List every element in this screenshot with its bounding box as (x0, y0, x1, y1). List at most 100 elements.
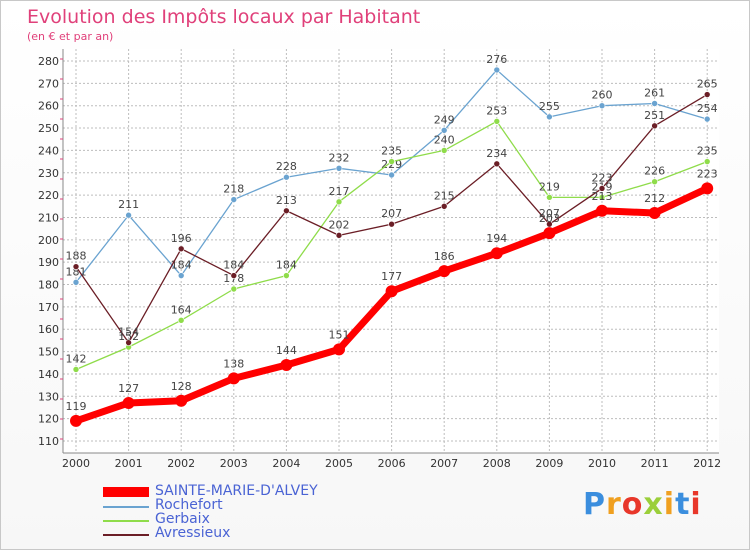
data-label: 212 (644, 192, 665, 205)
data-point (122, 397, 135, 409)
data-label: 119 (66, 400, 87, 413)
legend-label: Gerbaix (155, 511, 210, 527)
x-tick-label: 2010 (588, 457, 616, 470)
logo-letter: x (643, 487, 664, 522)
data-point (70, 414, 82, 427)
data-point (388, 158, 395, 165)
data-point (546, 113, 553, 121)
data-label: 202 (329, 218, 350, 231)
data-point (175, 394, 188, 407)
data-point (280, 359, 293, 371)
data-label: 232 (329, 151, 350, 164)
data-point (230, 196, 238, 203)
y-tick-label: 190 (38, 256, 59, 269)
logo-letter: i (663, 487, 676, 522)
x-tick-label: 2008 (483, 457, 511, 470)
data-point (388, 171, 395, 179)
data-label: 251 (644, 109, 665, 122)
data-point (177, 245, 185, 253)
data-label: 255 (539, 100, 560, 113)
data-label: 219 (539, 180, 560, 193)
data-label: 144 (276, 344, 297, 357)
x-tick-label: 2001 (115, 457, 143, 470)
x-tick-label: 2005 (325, 457, 353, 470)
y-tick-label: 220 (38, 189, 59, 202)
data-point (227, 372, 240, 385)
data-label: 207 (539, 207, 560, 220)
x-tick-label: 2000 (62, 457, 90, 470)
x-tick-label: 2011 (641, 457, 669, 470)
data-point (72, 263, 80, 270)
logo-letter: P (583, 487, 606, 522)
chart-title: Evolution des Impôts locaux par Habitant (27, 6, 421, 28)
data-label: 260 (592, 89, 613, 102)
y-tick-label: 280 (38, 55, 59, 68)
data-point (125, 211, 132, 219)
y-tick-label: 260 (38, 100, 59, 113)
data-label: 211 (118, 198, 139, 211)
legend-label: Rochefort (155, 497, 223, 513)
data-label: 223 (592, 171, 613, 184)
x-tick-label: 2012 (693, 457, 721, 470)
data-label: 164 (171, 303, 192, 316)
data-label: 276 (486, 53, 507, 66)
data-point (598, 194, 606, 201)
data-label: 234 (486, 147, 507, 160)
data-point (72, 366, 80, 373)
data-point (703, 158, 711, 165)
x-tick-label: 2002 (167, 457, 195, 470)
data-label: 184 (276, 259, 297, 272)
data-label: 235 (381, 145, 402, 158)
data-label: 240 (434, 133, 455, 146)
data-label: 213 (592, 190, 613, 203)
y-tick-label: 120 (38, 413, 59, 426)
y-tick-label: 230 (38, 167, 59, 180)
x-tick-label: 2003 (220, 457, 248, 470)
legend-swatch (103, 506, 149, 508)
x-tick-label: 2004 (272, 457, 300, 470)
data-point (440, 202, 448, 210)
y-tick-label: 180 (38, 279, 59, 292)
y-tick-label: 110 (38, 435, 59, 448)
data-label: 128 (171, 380, 192, 393)
data-point (333, 343, 345, 356)
data-label: 207 (381, 207, 402, 220)
data-point (230, 285, 238, 293)
data-point (438, 265, 451, 278)
data-label: 235 (697, 145, 718, 158)
logo-letter: r (606, 487, 622, 522)
logo-letter: t (675, 487, 691, 522)
legend-swatch (103, 534, 149, 536)
data-point (177, 316, 185, 324)
data-point (335, 198, 343, 206)
data-label: 226 (644, 165, 665, 178)
data-point (701, 182, 714, 195)
data-point (543, 227, 556, 240)
data-point (177, 272, 185, 279)
data-point (385, 285, 398, 298)
x-tick-label: 2006 (378, 457, 406, 470)
y-tick-label: 130 (38, 390, 59, 403)
data-label: 253 (486, 104, 507, 117)
data-point (230, 272, 238, 279)
y-tick-label: 270 (38, 77, 59, 90)
data-point (490, 247, 503, 260)
legend-swatch (103, 487, 149, 497)
plot-area (63, 49, 719, 453)
data-point (283, 173, 290, 181)
data-point (283, 207, 290, 215)
data-point (651, 100, 658, 107)
data-point (493, 160, 501, 168)
data-point (125, 339, 132, 346)
data-label: 217 (329, 185, 350, 198)
data-label: 188 (66, 250, 87, 263)
x-tick-label: 2009 (535, 457, 563, 470)
data-label: 254 (697, 102, 718, 115)
legend-label: SAINTE-MARIE-D'ALVEY (155, 483, 318, 499)
data-point (283, 272, 290, 279)
data-label: 186 (434, 250, 455, 263)
data-label: 184 (171, 259, 192, 272)
data-point (546, 194, 553, 201)
data-label: 261 (644, 86, 665, 99)
